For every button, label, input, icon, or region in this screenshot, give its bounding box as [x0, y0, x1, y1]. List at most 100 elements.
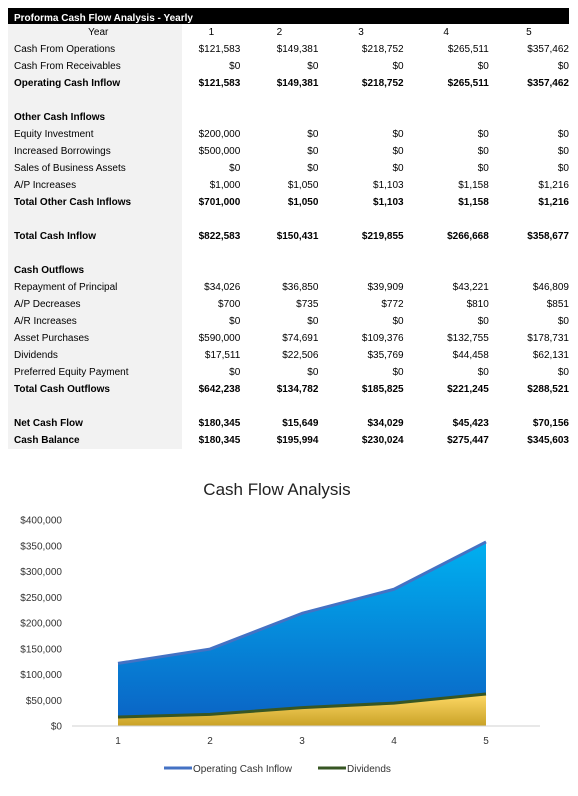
- table-row: Preferred Equity Payment $0 $0 $0 $0 $0: [8, 364, 569, 381]
- cell-value: [489, 109, 569, 126]
- cash-flow-chart: Cash Flow Analysis $0 $50,000 $100,000 $150…: [0, 470, 578, 791]
- row-label: A/P Increases: [8, 177, 183, 194]
- row-label: Net Cash Flow: [8, 415, 183, 432]
- cell-value: $357,462: [527, 78, 569, 89]
- cell-value: $185,825: [361, 384, 404, 395]
- chart-title: Cash Flow Analysis: [203, 480, 351, 499]
- table-row: Total Cash Inflow $822,583 $150,431 $219,85…: [8, 228, 569, 245]
- cell-value: [404, 398, 489, 415]
- cell-value: $265,511: [447, 78, 489, 89]
- cell-value: $22,506: [282, 350, 319, 361]
- cell-value: [404, 211, 489, 228]
- cell-value: $180,345: [198, 418, 241, 429]
- cell-value: $34,026: [204, 282, 241, 293]
- table-row: Net Cash Flow $180,345 $15,649 $34,029 $45,4…: [8, 415, 569, 432]
- cell-value: $121,583: [198, 78, 241, 89]
- cell-value: $0: [477, 146, 489, 157]
- cell-value: $134,782: [276, 384, 319, 395]
- cell-value: [182, 398, 240, 415]
- row-label: [8, 398, 183, 415]
- cell-value: $1,216: [538, 197, 569, 208]
- cell-value: $35,769: [367, 350, 404, 361]
- table-row: Sales of Business Assets $0 $0 $0 $0 $0: [8, 160, 569, 177]
- cell-value: [318, 211, 403, 228]
- cell-value: $219,855: [361, 231, 404, 242]
- cell-value: $0: [307, 61, 319, 72]
- cell-value: $34,029: [367, 418, 404, 429]
- cell-value: $0: [477, 129, 489, 140]
- cell-value: $45,423: [452, 418, 489, 429]
- sheet-title: Proforma Cash Flow Analysis - Yearly: [8, 8, 569, 24]
- year-header: 3: [358, 27, 364, 38]
- cell-value: $345,603: [527, 435, 569, 446]
- cell-value: [318, 262, 403, 279]
- cell-value: $149,381: [276, 44, 319, 55]
- cell-value: $36,850: [282, 282, 319, 293]
- cell-value: $590,000: [198, 333, 241, 344]
- cell-value: $0: [392, 163, 404, 174]
- cell-value: $1,103: [373, 197, 404, 208]
- cell-value: $1,216: [538, 180, 569, 191]
- cell-value: $735: [296, 299, 319, 310]
- y-tick-label: $200,000: [20, 619, 62, 630]
- cell-value: $62,131: [532, 350, 569, 361]
- cell-value: $288,521: [527, 384, 569, 395]
- cell-value: $851: [546, 299, 569, 310]
- row-label: Operating Cash Inflow: [8, 75, 183, 92]
- row-label: Total Cash Inflow: [8, 228, 183, 245]
- cell-value: $0: [557, 129, 569, 140]
- cell-value: $218,752: [361, 78, 404, 89]
- cell-value: $0: [477, 316, 489, 327]
- row-label: Total Cash Outflows: [8, 381, 183, 398]
- series-area-operating-cash-inflow: [118, 541, 486, 726]
- cell-value: $822,583: [198, 231, 241, 242]
- cell-value: $0: [229, 367, 241, 378]
- cell-value: $39,909: [367, 282, 404, 293]
- series-line-operating-cash-inflow: [117, 540, 487, 665]
- row-label: [8, 245, 183, 262]
- row-label: Other Cash Inflows: [8, 109, 183, 126]
- cell-value: $0: [392, 61, 404, 72]
- table-row: Asset Purchases $590,000 $74,691 $109,376 $1…: [8, 330, 569, 347]
- cell-value: $0: [229, 61, 241, 72]
- table-row: Equity Investment $200,000 $0 $0 $0 $0: [8, 126, 569, 143]
- year-header-row: Year 1 2 3 4 5: [8, 24, 569, 41]
- series-area-dividends: [118, 694, 486, 726]
- cell-value: $0: [392, 146, 404, 157]
- cell-value: [240, 211, 318, 228]
- cell-value: [318, 398, 403, 415]
- cell-value: $0: [557, 163, 569, 174]
- year-header: 1: [208, 27, 215, 38]
- cell-value: [240, 398, 318, 415]
- cash-flow-sheet: Proforma Cash Flow Analysis - Yearly Yea…: [8, 8, 569, 449]
- table-row: [8, 398, 569, 415]
- cell-value: $109,376: [361, 333, 404, 344]
- cell-value: [318, 245, 403, 262]
- cell-value: [182, 109, 240, 126]
- table-row: Total Other Cash Inflows $701,000 $1,050 $1…: [8, 194, 569, 211]
- cell-value: $0: [307, 163, 319, 174]
- cell-value: [489, 92, 569, 109]
- cell-value: [489, 211, 569, 228]
- y-tick-label: $150,000: [20, 644, 62, 655]
- cell-value: [404, 92, 489, 109]
- cell-value: $0: [307, 316, 319, 327]
- cell-value: $0: [229, 316, 241, 327]
- cell-value: [489, 245, 569, 262]
- table-row: Operating Cash Inflow $121,583 $149,381 $21…: [8, 75, 569, 92]
- cell-value: $121,583: [198, 44, 241, 55]
- cell-value: $195,994: [276, 435, 319, 446]
- table-row: Cash Outflows: [8, 262, 569, 279]
- cell-value: [240, 109, 318, 126]
- cell-value: $642,238: [198, 384, 241, 395]
- table-row: Dividends $17,511 $22,506 $35,769 $44,458 $62…: [8, 347, 569, 364]
- cell-value: $218,752: [361, 44, 404, 55]
- cell-value: $266,668: [447, 231, 489, 242]
- cell-value: [404, 109, 489, 126]
- table-row: A/P Decreases $700 $735 $772 $810 $851: [8, 296, 569, 313]
- cell-value: $1,158: [458, 180, 489, 191]
- cell-value: [489, 262, 569, 279]
- row-label: Equity Investment: [8, 126, 183, 143]
- cell-value: $0: [477, 367, 489, 378]
- cell-value: $150,431: [276, 231, 319, 242]
